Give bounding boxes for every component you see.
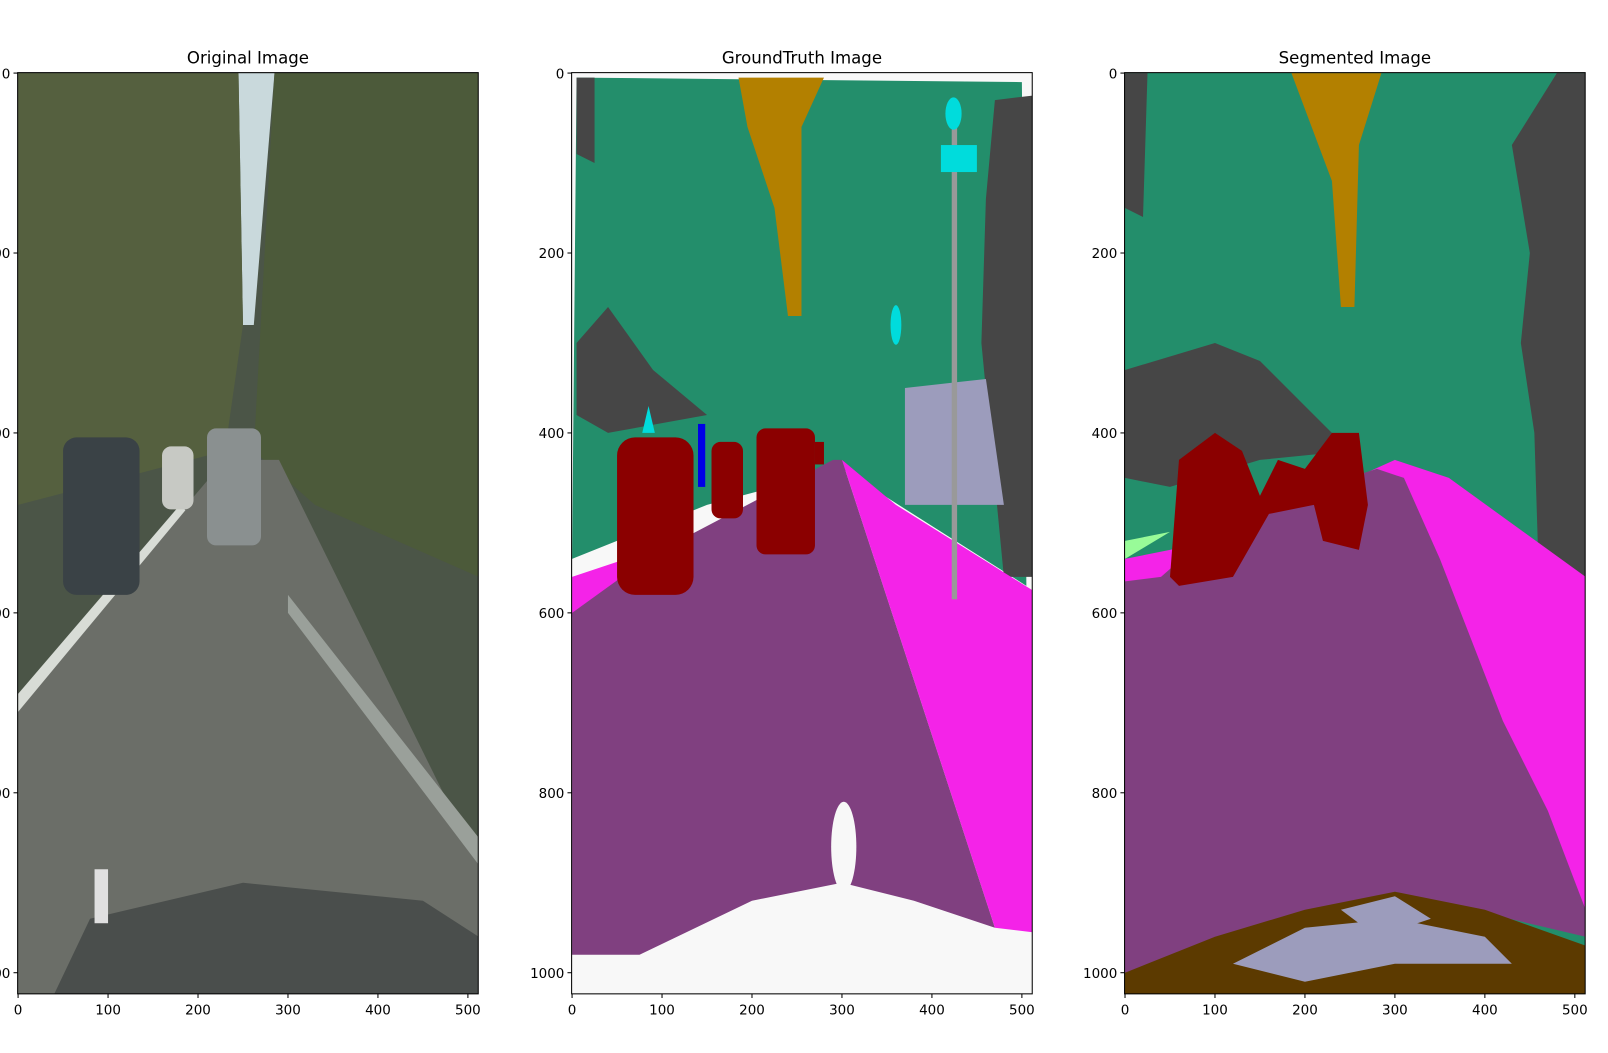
panel: GroundTruth Image 0 100 200 300 400 500 0 200 400… bbox=[530, 48, 1035, 1018]
y-tick-label: 400 bbox=[1092, 426, 1118, 442]
y-tick-label: 0 bbox=[2, 66, 11, 82]
image-region bbox=[738, 77, 824, 316]
panel-title: GroundTruth Image bbox=[722, 48, 882, 67]
image-region bbox=[940, 145, 977, 173]
x-tick-label: 300 bbox=[275, 1003, 301, 1019]
image-region bbox=[617, 437, 694, 595]
x-tick-label: 500 bbox=[1009, 1003, 1035, 1019]
y-tick-label: 800 bbox=[0, 786, 10, 802]
image-region bbox=[162, 446, 194, 510]
y-tick-label: 200 bbox=[539, 246, 565, 262]
image-region bbox=[287, 594, 479, 865]
image bbox=[17, 72, 479, 994]
y-tick-label: 1000 bbox=[1083, 966, 1117, 982]
image-region bbox=[1125, 342, 1350, 487]
y-tick-label: 200 bbox=[0, 246, 10, 262]
panel-title: Segmented Image bbox=[1279, 48, 1432, 67]
image-region bbox=[711, 441, 743, 519]
image bbox=[1124, 72, 1586, 994]
x-tick-label: 100 bbox=[649, 1003, 675, 1019]
image-region bbox=[253, 73, 479, 577]
x-tick-label: 400 bbox=[1472, 1003, 1498, 1019]
x-tick-label: 0 bbox=[14, 1003, 23, 1019]
image-region bbox=[18, 459, 479, 994]
image-region bbox=[1340, 896, 1431, 937]
panel: Segmented Image 0 100 200 300 400 500 0 200 400 60… bbox=[1083, 48, 1588, 1018]
panel: Original Image 0 100 200 300 400 500 0 200 400 600… bbox=[0, 48, 481, 1018]
image-region bbox=[576, 77, 595, 164]
image-region bbox=[1125, 531, 1170, 559]
y-tick-label: 800 bbox=[539, 786, 565, 802]
x-tick-label: 500 bbox=[455, 1003, 481, 1019]
panel-title: Original Image bbox=[187, 48, 309, 67]
image-region bbox=[1169, 432, 1368, 586]
image-region bbox=[642, 405, 655, 433]
y-tick-label: 0 bbox=[556, 66, 565, 82]
image-region bbox=[1125, 468, 1586, 973]
x-tick-label: 300 bbox=[829, 1003, 855, 1019]
x-tick-label: 400 bbox=[919, 1003, 945, 1019]
x-tick-label: 200 bbox=[739, 1003, 765, 1019]
image bbox=[571, 72, 1033, 994]
y-tick-label: 200 bbox=[1092, 246, 1118, 262]
y-tick-label: 600 bbox=[1092, 606, 1118, 622]
image-region bbox=[756, 428, 815, 555]
image-region bbox=[18, 73, 243, 505]
y-tick-label: 600 bbox=[0, 606, 10, 622]
y-tick-label: 1000 bbox=[0, 966, 10, 982]
y-tick-label: 400 bbox=[539, 426, 565, 442]
x-tick-label: 100 bbox=[1202, 1003, 1228, 1019]
axes-frame bbox=[571, 72, 1033, 995]
x-tick-label: 100 bbox=[95, 1003, 121, 1019]
y-tick-label: 1000 bbox=[530, 966, 564, 982]
x-tick-label: 500 bbox=[1562, 1003, 1588, 1019]
image-region bbox=[63, 437, 140, 595]
image-region bbox=[207, 428, 261, 546]
image-region bbox=[94, 869, 109, 924]
image-region bbox=[1125, 73, 1148, 218]
image-region bbox=[54, 882, 479, 994]
image-region bbox=[238, 73, 275, 325]
x-tick-label: 300 bbox=[1382, 1003, 1408, 1019]
y-tick-label: 0 bbox=[1109, 66, 1118, 82]
image-region bbox=[1291, 73, 1382, 307]
image-region bbox=[951, 100, 958, 600]
image-region bbox=[1232, 918, 1512, 982]
x-tick-label: 0 bbox=[1121, 1003, 1130, 1019]
x-tick-label: 400 bbox=[365, 1003, 391, 1019]
x-tick-label: 200 bbox=[1292, 1003, 1318, 1019]
image-region bbox=[18, 504, 186, 712]
axes-frame bbox=[1124, 72, 1586, 995]
x-tick-label: 0 bbox=[568, 1003, 577, 1019]
image-region bbox=[890, 305, 902, 345]
image-region bbox=[1511, 73, 1586, 577]
x-tick-label: 200 bbox=[185, 1003, 211, 1019]
image-region bbox=[814, 441, 824, 465]
y-tick-label: 400 bbox=[0, 426, 10, 442]
image-region bbox=[945, 97, 962, 130]
y-tick-label: 800 bbox=[1092, 786, 1118, 802]
image-region bbox=[698, 423, 706, 487]
y-tick-label: 600 bbox=[539, 606, 565, 622]
axes-frame bbox=[17, 72, 479, 995]
image-region bbox=[831, 801, 857, 892]
image-region bbox=[576, 306, 708, 433]
image-region bbox=[841, 459, 1033, 933]
